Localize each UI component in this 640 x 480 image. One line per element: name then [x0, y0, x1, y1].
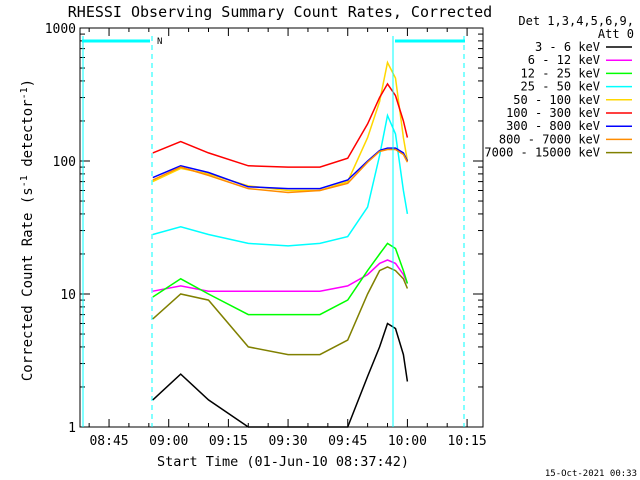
footer-date: 15-Oct-2021 00:33 [545, 469, 637, 479]
legend-label: 3 - 6 keV [535, 40, 600, 54]
legend-header-attenuator: Att 0 [598, 27, 634, 41]
y-tick-label: 1 [68, 421, 76, 436]
series-line [152, 82, 409, 168]
x-tick-label: 10:00 [388, 434, 427, 449]
x-axis-label: Start Time (01-Jun-10 08:37:42) [157, 454, 409, 470]
x-tick-label: 10:15 [448, 434, 487, 449]
series-line [152, 242, 409, 316]
x-tick-label: 09:45 [328, 434, 367, 449]
legend-label: 12 - 25 keV [521, 66, 600, 80]
legend-label: 25 - 50 keV [521, 80, 600, 94]
plot-frame [79, 27, 484, 428]
series-line [152, 322, 409, 428]
chart-title: RHESSI Observing Summary Count Rates, Co… [68, 3, 492, 21]
night-marker-label: N [157, 37, 162, 47]
series-line [152, 266, 409, 356]
series-line [152, 60, 409, 192]
y-tick-label: 1000 [45, 22, 76, 37]
x-tick-label: 09:30 [268, 434, 307, 449]
x-tick-label: 09:15 [209, 434, 248, 449]
legend-label: 50 - 100 keV [513, 93, 600, 107]
series-line [152, 147, 409, 190]
legend-label: 6 - 12 keV [528, 53, 600, 67]
axis-ticks: 1 10 100 1000 08:45 09:00 09:15 09:30 09:45 10:00… [45, 22, 487, 449]
night-markers: N [82, 36, 465, 427]
series-line [152, 259, 409, 292]
y-tick-label: 100 [53, 155, 76, 170]
y-tick-label: 10 [60, 288, 76, 303]
legend-header-detectors: Det 1,3,4,5,6,9, [518, 14, 634, 28]
x-tick-label: 09:00 [149, 434, 188, 449]
series-line [152, 112, 409, 247]
legend-label: 300 - 800 keV [506, 119, 600, 133]
legend-label: 7000 - 15000 keV [484, 146, 600, 160]
series-line [152, 148, 409, 194]
y-axis-label: Corrected Count Rate (s-1 detector-1) [19, 79, 36, 381]
series-lines [152, 60, 409, 428]
legend-label: 100 - 300 keV [506, 106, 600, 120]
legend-label: 800 - 7000 keV [499, 132, 600, 146]
x-tick-label: 08:45 [89, 434, 128, 449]
